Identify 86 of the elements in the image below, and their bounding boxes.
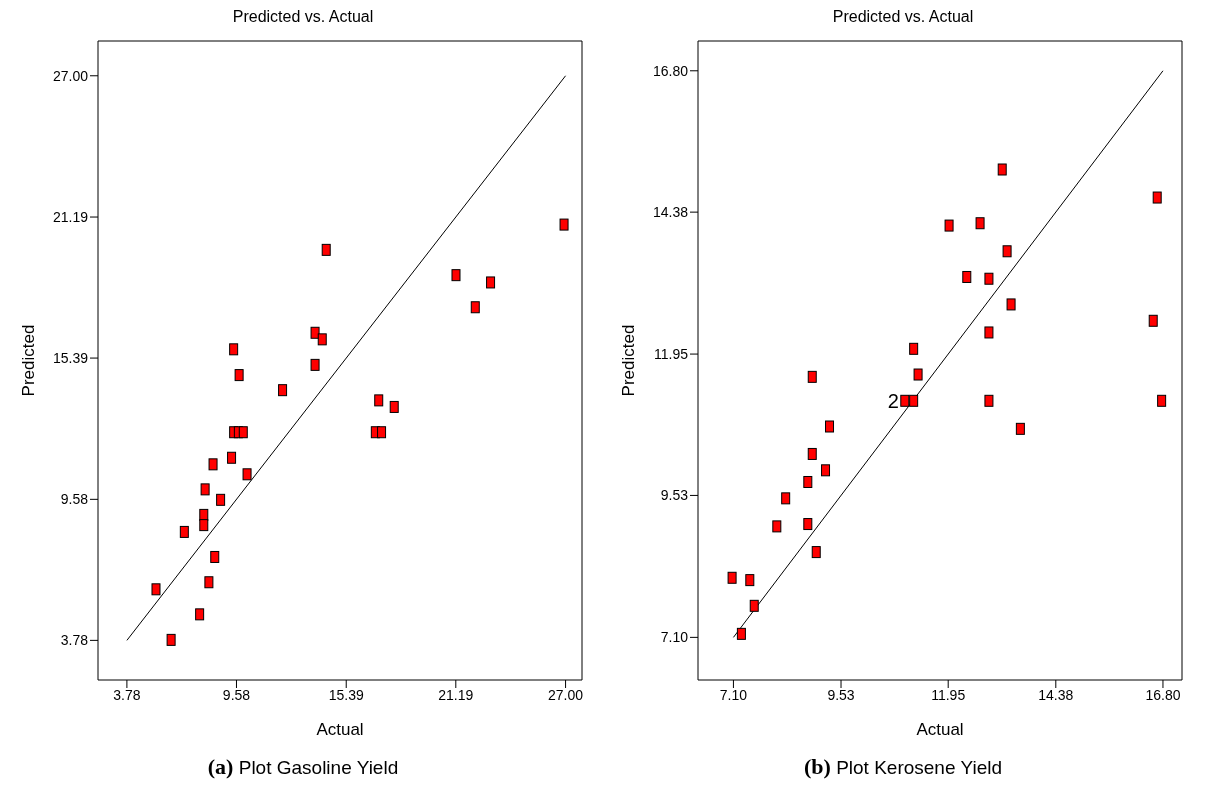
point bbox=[208, 458, 218, 471]
point bbox=[278, 384, 288, 397]
point bbox=[1157, 394, 1167, 407]
x-tick-label: 16.80 bbox=[1145, 686, 1181, 703]
x-axis-title: Actual bbox=[316, 720, 364, 739]
point bbox=[179, 525, 189, 538]
point bbox=[216, 493, 226, 506]
point bbox=[909, 342, 919, 355]
point bbox=[984, 272, 994, 285]
point bbox=[807, 370, 817, 383]
point bbox=[195, 608, 205, 621]
point bbox=[374, 394, 384, 407]
point bbox=[200, 483, 210, 496]
point bbox=[166, 633, 176, 646]
y-tick-label: 14.38 bbox=[652, 204, 689, 221]
point bbox=[984, 326, 994, 339]
point bbox=[727, 571, 737, 584]
point bbox=[975, 217, 985, 230]
point bbox=[803, 475, 813, 488]
point bbox=[997, 163, 1007, 176]
point bbox=[1015, 422, 1025, 435]
x-tick-label: 3.78 bbox=[113, 686, 141, 703]
point bbox=[151, 583, 161, 596]
point bbox=[321, 243, 331, 256]
point bbox=[1002, 245, 1012, 258]
point bbox=[317, 333, 327, 346]
text: (a) Plot Gasoline Yield bbox=[207, 754, 399, 779]
point bbox=[559, 218, 569, 231]
point bbox=[749, 599, 759, 612]
point bbox=[1148, 314, 1158, 327]
y-axis-title: Predicted bbox=[619, 324, 639, 397]
point bbox=[944, 219, 954, 232]
y-tick-label: 11.95 bbox=[654, 346, 689, 363]
chart-title: Predicted vs. Actual bbox=[231, 8, 375, 27]
point bbox=[199, 519, 209, 532]
point bbox=[377, 426, 387, 439]
point bbox=[781, 492, 791, 505]
x-tick-label: 14.38 bbox=[1038, 686, 1074, 703]
point bbox=[811, 546, 821, 559]
point bbox=[900, 394, 910, 407]
x-tick-label: 7.10 bbox=[719, 686, 748, 703]
x-tick-label: 27.00 bbox=[548, 686, 584, 703]
point bbox=[803, 518, 813, 531]
y-tick-label: 21.19 bbox=[52, 209, 89, 226]
point bbox=[227, 451, 237, 464]
x-tick-label: 21.19 bbox=[438, 686, 474, 703]
text: (b) Plot Kerosene Yield bbox=[803, 754, 1002, 779]
y-tick-label: 9.58 bbox=[60, 491, 89, 508]
point bbox=[389, 400, 399, 413]
point bbox=[451, 269, 461, 282]
y-tick-label: 3.78 bbox=[60, 632, 89, 649]
y-tick-label: 15.39 bbox=[52, 350, 89, 367]
point bbox=[821, 464, 831, 477]
x-tick-label: 9.53 bbox=[827, 686, 855, 703]
point bbox=[242, 468, 252, 481]
point bbox=[486, 276, 496, 289]
y-tick-label: 9.53 bbox=[660, 487, 689, 504]
x-tick-label: 9.58 bbox=[222, 686, 251, 703]
point bbox=[310, 326, 320, 339]
point bbox=[1152, 191, 1162, 204]
point bbox=[238, 426, 248, 439]
x-tick-label: 11.95 bbox=[931, 686, 966, 703]
point bbox=[1006, 298, 1016, 311]
x-tick-label: 15.39 bbox=[328, 686, 364, 703]
annotation: 2 bbox=[887, 389, 899, 412]
x-axis-title: Actual bbox=[916, 720, 964, 739]
point bbox=[909, 394, 919, 407]
point bbox=[807, 447, 817, 460]
point bbox=[204, 576, 214, 589]
point bbox=[210, 550, 220, 563]
y-tick-label: 7.10 bbox=[660, 629, 689, 646]
point bbox=[234, 369, 244, 382]
y-axis-title: Predicted bbox=[19, 324, 39, 397]
point bbox=[470, 301, 480, 314]
y-tick-label: 16.80 bbox=[652, 62, 689, 79]
chart-title: Predicted vs. Actual bbox=[831, 8, 975, 27]
y-tick-label: 27.00 bbox=[52, 67, 89, 84]
point bbox=[825, 420, 835, 433]
point bbox=[984, 394, 994, 407]
point bbox=[745, 574, 755, 587]
point bbox=[913, 368, 923, 381]
point bbox=[229, 343, 239, 356]
point bbox=[310, 358, 320, 371]
point bbox=[962, 270, 972, 283]
point bbox=[772, 520, 782, 533]
point bbox=[736, 627, 746, 640]
